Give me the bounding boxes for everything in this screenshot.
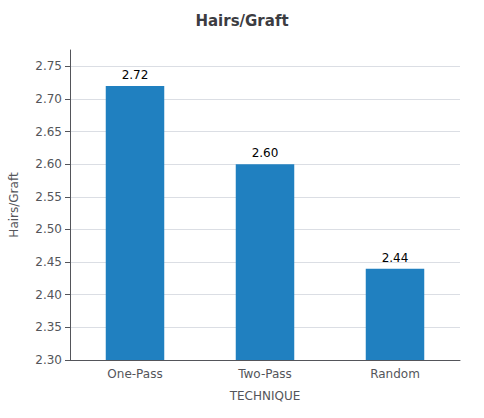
svg-text:One-Pass: One-Pass xyxy=(107,367,162,381)
svg-text:2.70: 2.70 xyxy=(35,92,62,106)
svg-text:2.30: 2.30 xyxy=(35,353,62,367)
svg-text:2.44: 2.44 xyxy=(382,251,409,265)
svg-text:2.60: 2.60 xyxy=(35,157,62,171)
svg-text:2.55: 2.55 xyxy=(35,190,62,204)
svg-text:2.65: 2.65 xyxy=(35,125,62,139)
svg-text:2.60: 2.60 xyxy=(252,146,279,160)
svg-text:2.35: 2.35 xyxy=(35,320,62,334)
svg-text:2.50: 2.50 xyxy=(35,222,62,236)
svg-text:TECHNIQUE: TECHNIQUE xyxy=(229,389,301,403)
svg-text:Two-Pass: Two-Pass xyxy=(237,367,292,381)
svg-text:2.45: 2.45 xyxy=(35,255,62,269)
svg-text:2.75: 2.75 xyxy=(35,59,62,73)
svg-text:2.72: 2.72 xyxy=(122,68,149,82)
svg-text:Random: Random xyxy=(370,367,420,381)
svg-text:Hairs/Graft: Hairs/Graft xyxy=(7,172,21,238)
svg-text:Hairs/Graft: Hairs/Graft xyxy=(195,12,288,30)
svg-text:2.40: 2.40 xyxy=(35,288,62,302)
